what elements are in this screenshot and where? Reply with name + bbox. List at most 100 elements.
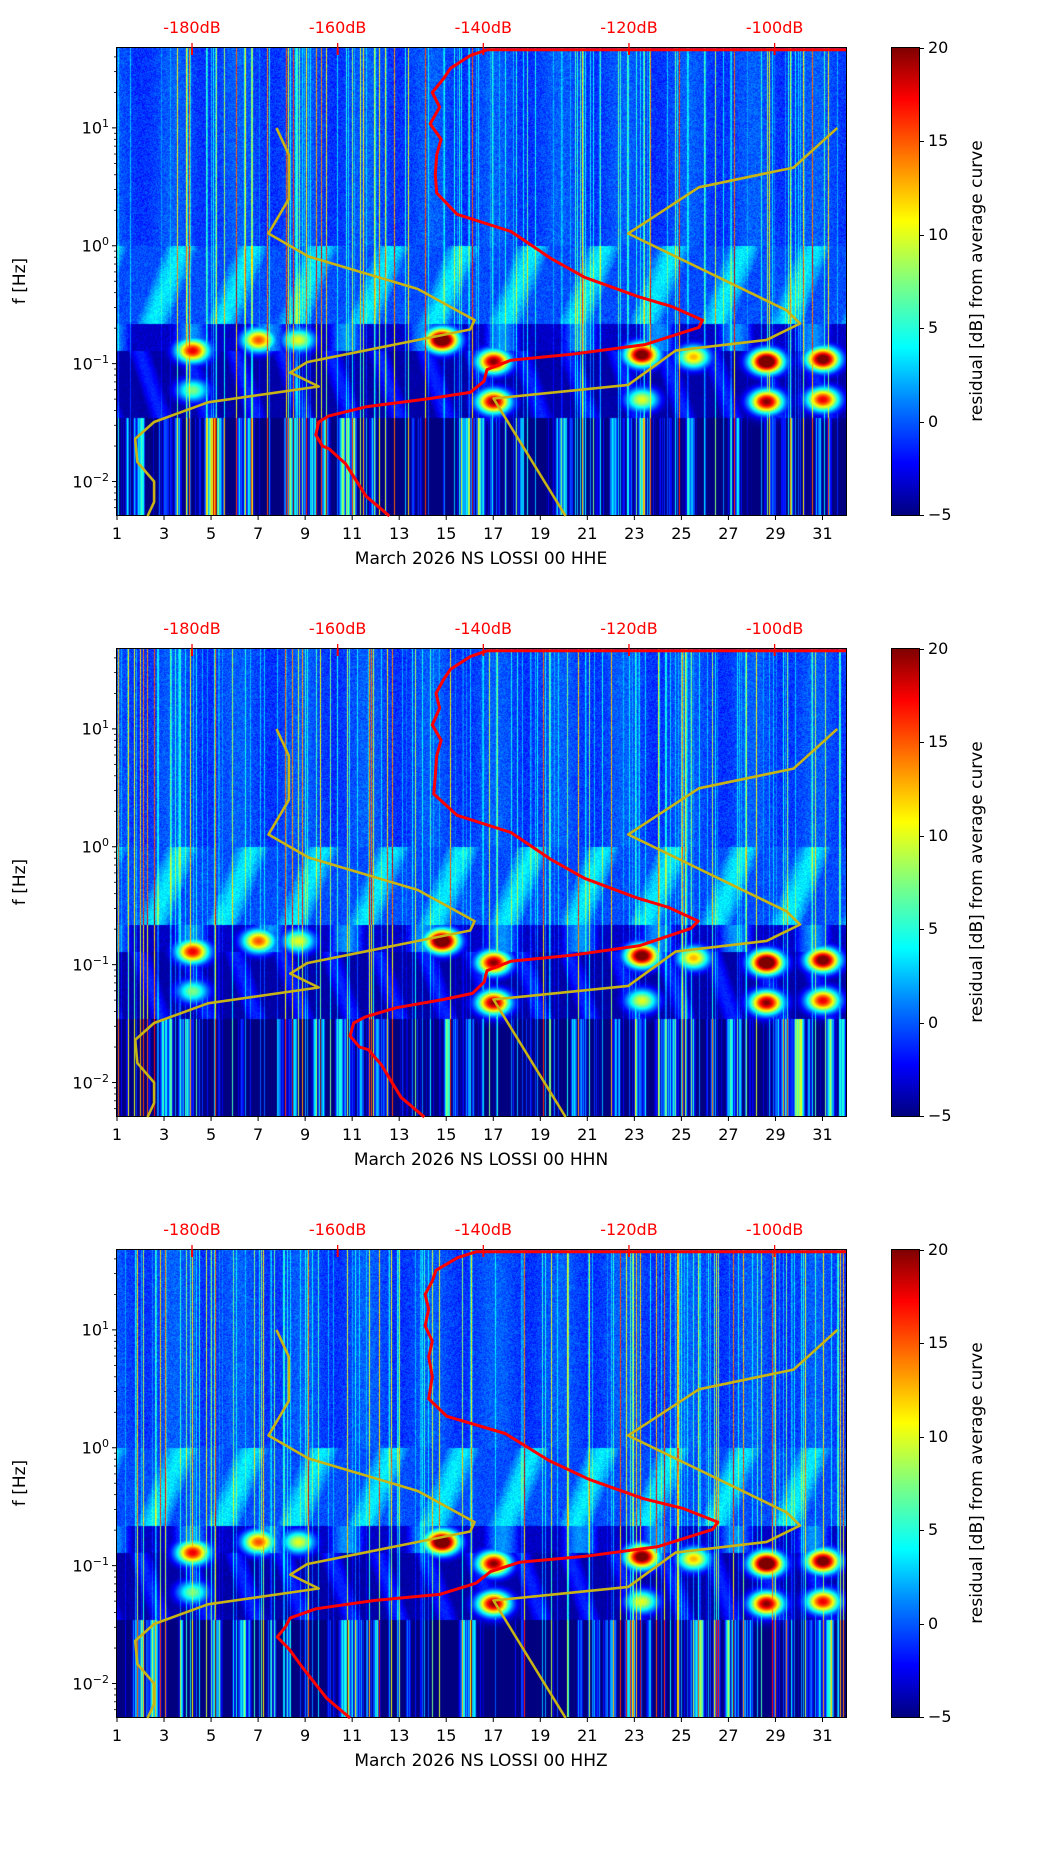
plot-overlay	[112, 43, 846, 520]
x-axis-label: March 2026 NS LOSSI 00 HHZ	[354, 1751, 608, 1771]
y-axis-label: f [Hz]	[10, 257, 30, 305]
average-psd-line	[314, 48, 846, 518]
top-axis-label: -140dB	[454, 1220, 513, 1239]
y-tick-base: 10	[72, 353, 93, 373]
colorbar-label: residual [dB] from average curve	[967, 1342, 987, 1624]
x-tick-label: 23	[624, 1125, 645, 1144]
top-axis-label: -160dB	[308, 18, 367, 37]
y-tick-base: 10	[81, 1320, 102, 1340]
colorbar-tick-label: 20	[928, 639, 949, 658]
colorbar-tick	[919, 1436, 924, 1438]
x-tick-label: 9	[300, 524, 311, 543]
x-tick-label: 21	[577, 524, 598, 543]
x-tick-label: 17	[483, 1125, 504, 1144]
y-tick-base: 10	[72, 954, 93, 974]
y-tick-exponent: 1	[102, 1318, 109, 1332]
x-tick-label: 1	[111, 524, 123, 543]
x-tick-label: 27	[718, 1125, 739, 1144]
x-tick-label: 5	[205, 524, 217, 543]
colorbar-label: residual [dB] from average curve	[967, 140, 987, 422]
x-tick-label: 19	[530, 524, 551, 543]
y-tick-exponent: −2	[92, 470, 109, 484]
x-tick-label: 31	[812, 1125, 833, 1144]
colorbar: −5 0 5 10 15 20	[891, 639, 952, 1125]
x-tick-label: 11	[341, 1726, 363, 1745]
colorbar-tick-label: 20	[928, 38, 949, 57]
x-tick-label: 25	[671, 1726, 692, 1745]
x-tick-label: 1	[111, 1726, 123, 1745]
colorbar-tick	[919, 48, 924, 49]
colorbar-tick	[919, 234, 924, 236]
colorbar-tick	[919, 835, 924, 837]
x-tick-label: 13	[389, 524, 410, 543]
colorbar-tick-label: 10	[928, 224, 949, 244]
x-tick-label: 25	[671, 1125, 692, 1144]
y-tick-exponent: −1	[92, 953, 109, 967]
top-axis-label: -180dB	[163, 619, 221, 638]
colorbar-tick	[919, 328, 924, 330]
colorbar-tick	[919, 1116, 924, 1117]
x-tick-label: 21	[577, 1726, 598, 1745]
x-tick-label: 5	[205, 1726, 217, 1745]
x-tick-label: 7	[253, 1726, 264, 1745]
colorbar-tick	[919, 1623, 924, 1625]
colorbar-tick	[919, 1717, 924, 1718]
x-tick-label: 23	[624, 524, 645, 543]
x-tick-label: 9	[300, 1726, 311, 1745]
y-tick-label: 10−1	[72, 353, 109, 373]
y-tick-label: 101	[82, 1319, 109, 1339]
x-tick-label: 21	[577, 1125, 598, 1144]
colorbar-tick-label: 10	[928, 825, 949, 845]
x-axis-label: March 2026 NS LOSSI 00 HHN	[353, 1150, 609, 1170]
colorbar-tick-label: 20	[928, 1240, 949, 1259]
spectrogram-panel-hhe: -180dB -160dB -140dB -120dB -100dB 1 3 5 7 9 11 13 1…	[0, 18, 1052, 648]
top-axis-label: -100dB	[745, 18, 804, 37]
x-axis-label: March 2026 NS LOSSI 00 HHE	[354, 549, 608, 569]
y-tick-exponent: 0	[102, 835, 109, 849]
nhnm-line	[492, 727, 839, 1118]
top-axis-label: -180dB	[163, 18, 221, 37]
colorbar-tick	[919, 929, 924, 931]
y-tick-label: 101	[82, 718, 109, 738]
colorbar-tick	[919, 421, 924, 423]
colorbar-tick-label: 5	[928, 318, 939, 338]
colorbar-tick	[919, 649, 924, 650]
nhnm-line	[492, 126, 839, 517]
top-axis-label: -120dB	[600, 1220, 658, 1239]
x-tick-label: 13	[389, 1726, 410, 1745]
y-tick-exponent: 0	[102, 234, 109, 248]
x-tick-label: 29	[765, 1726, 786, 1745]
colorbar-tick-label: 5	[928, 919, 939, 939]
x-tick-label: 27	[718, 524, 739, 543]
x-tick-label: 5	[205, 1125, 217, 1144]
top-axis-label: -120dB	[600, 619, 658, 638]
y-tick-base: 10	[72, 471, 93, 491]
y-tick-label: 10−1	[72, 954, 109, 974]
y-tick-label: 10−2	[72, 471, 109, 491]
x-tick-label: 11	[341, 1125, 363, 1144]
colorbar-tick-label: 0	[928, 1613, 939, 1633]
top-axis-label: -140dB	[454, 18, 513, 37]
x-tick-label: 19	[530, 1125, 551, 1144]
plot-overlay	[112, 644, 846, 1121]
x-tick-label: 31	[812, 524, 833, 543]
colorbar-tick-label: 15	[928, 1333, 949, 1353]
colorbar-label: residual [dB] from average curve	[967, 741, 987, 1023]
colorbar-tick-label: 0	[928, 1012, 939, 1032]
colorbar-tick	[919, 515, 924, 516]
top-axis-label: -160dB	[308, 1220, 367, 1239]
x-tick-label: 19	[530, 1726, 551, 1745]
nlnm-line	[133, 127, 476, 517]
y-tick-base: 10	[81, 236, 102, 256]
x-tick-label: 15	[436, 524, 457, 543]
plot-area: -180dB -160dB -140dB -120dB -100dB 1 3 5 7 9 11 13 1…	[72, 18, 847, 543]
y-tick-base: 10	[81, 1438, 102, 1458]
colorbar-tick-label: −5	[928, 505, 952, 524]
colorbar-tick-label: −5	[928, 1106, 952, 1125]
y-tick-base: 10	[81, 719, 102, 739]
y-tick-label: 101	[82, 117, 109, 137]
y-tick-base: 10	[72, 1072, 93, 1092]
colorbar: −5 0 5 10 15 20	[891, 38, 952, 524]
x-tick-label: 17	[483, 524, 504, 543]
y-tick-exponent: −2	[92, 1672, 109, 1686]
